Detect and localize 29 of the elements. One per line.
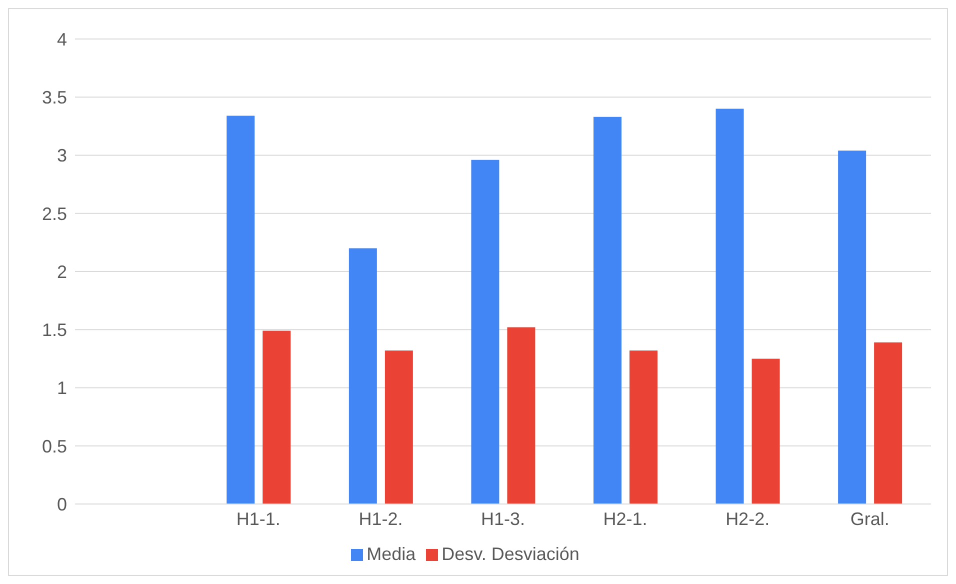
y-tick-label: 2 (56, 262, 67, 282)
x-tick-label: H1-1. (236, 508, 280, 529)
x-tick-label: H1-2. (358, 508, 403, 529)
y-tick-label: 0.5 (42, 436, 67, 456)
bar (262, 330, 291, 504)
legend-label: Media (366, 544, 416, 564)
bar (507, 327, 536, 504)
bar (752, 358, 780, 504)
x-tick-label: H1-3. (480, 508, 526, 529)
bar (226, 116, 255, 504)
y-tick-label: 2.5 (42, 204, 67, 224)
legend-label: Desv. Desviación (442, 544, 580, 564)
bar (838, 150, 866, 504)
x-tick-label: H2-1. (603, 508, 648, 529)
bar (471, 160, 500, 504)
y-tick-label: 3 (56, 146, 67, 166)
bar (384, 350, 413, 504)
bar (629, 350, 658, 504)
y-tick-label: 4 (56, 29, 67, 50)
y-tick-label: 0 (56, 494, 67, 514)
y-tick-label: 1 (56, 378, 67, 398)
bar (348, 248, 377, 504)
y-tick-label: 1.5 (42, 320, 67, 340)
x-tick-label: Gral. (850, 508, 890, 529)
x-tick-label: H2-2. (726, 508, 770, 529)
bar (716, 108, 744, 504)
bar (874, 342, 902, 504)
bar (593, 116, 622, 504)
y-tick-label: 3.5 (42, 88, 67, 108)
